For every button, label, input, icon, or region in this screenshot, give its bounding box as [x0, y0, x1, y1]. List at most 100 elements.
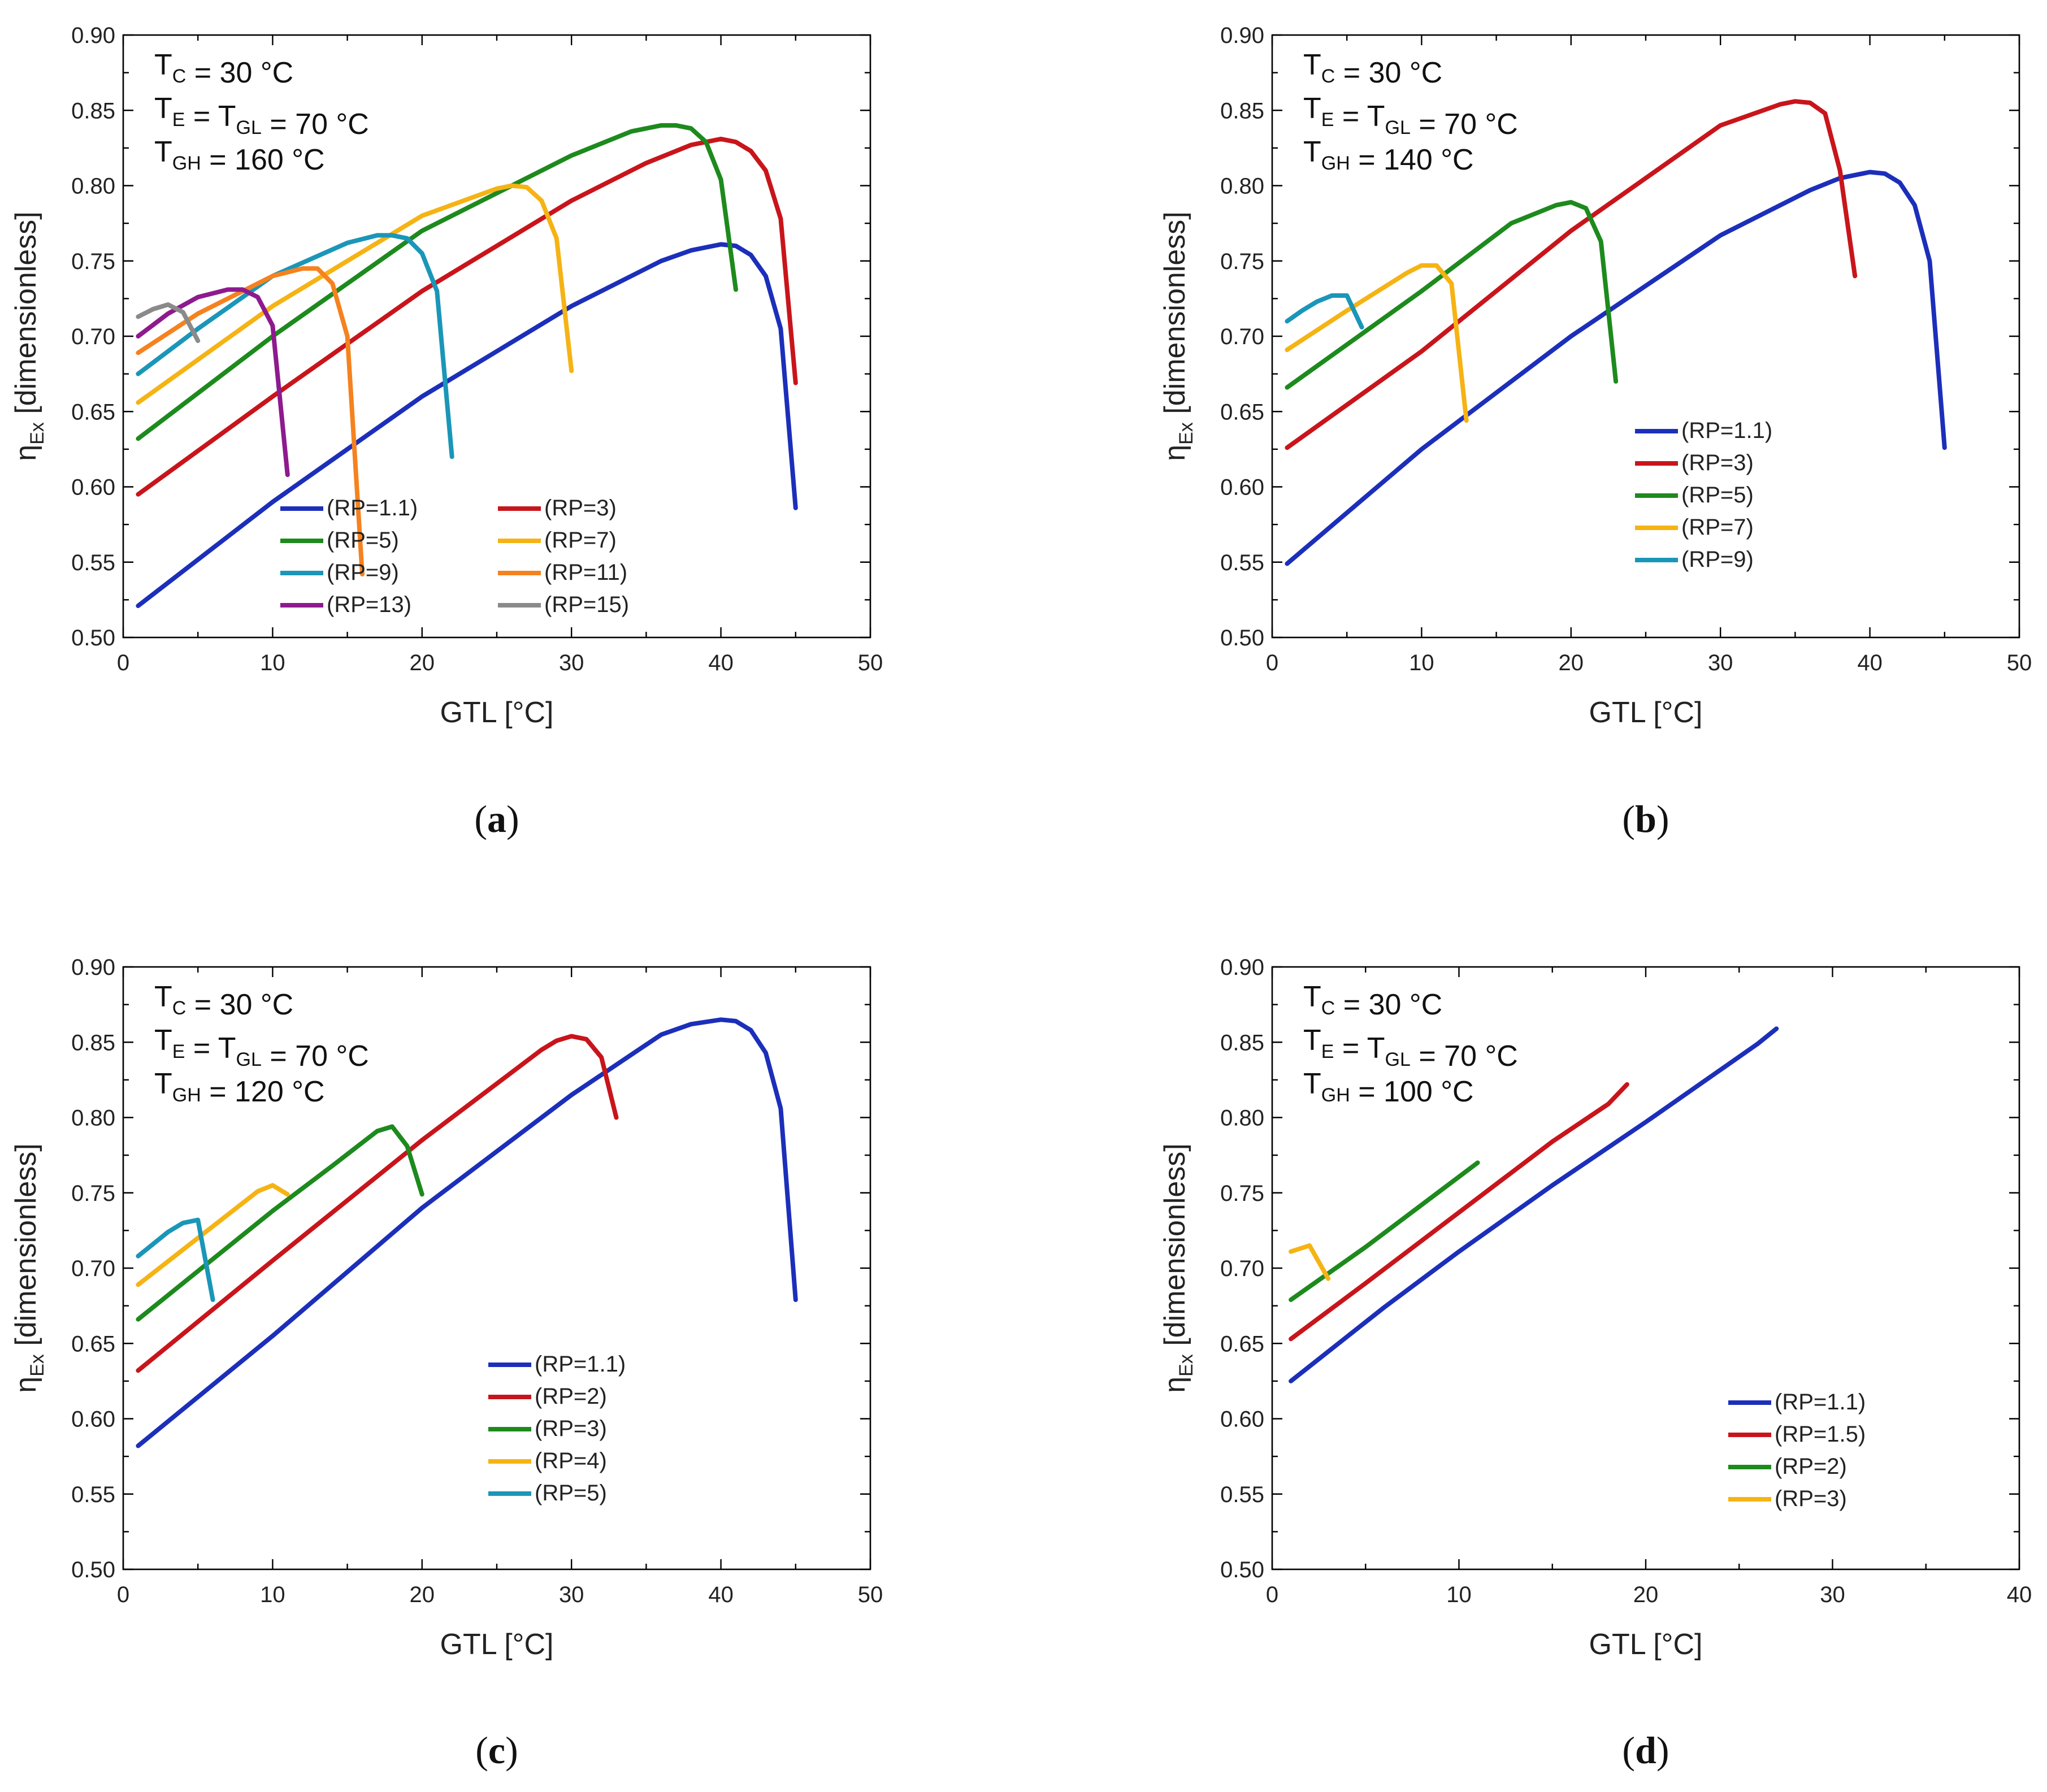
- y-tick-label: 0.60: [1220, 475, 1264, 500]
- series-line-rp5: [136, 123, 738, 441]
- condition-annotation: TGH = 140 °C: [1303, 136, 1474, 176]
- condition-annotation: TC = 30 °C: [154, 49, 293, 89]
- series-line-rp11: [136, 1017, 798, 1448]
- legend-label: (RP=15): [544, 592, 629, 617]
- legend-label: (RP=5): [327, 528, 399, 553]
- y-tick-label: 0.65: [1220, 400, 1264, 424]
- series-line-rp2: [1289, 1160, 1480, 1302]
- y-tick-label: 0.90: [71, 955, 115, 980]
- legend-label: (RP=9): [1681, 547, 1754, 572]
- y-tick-label: 0.90: [1220, 955, 1264, 980]
- condition-annotation: TGH = 120 °C: [154, 1068, 325, 1108]
- y-tick-label: 0.85: [1220, 98, 1264, 123]
- y-tick-label: 0.65: [1220, 1331, 1264, 1356]
- y-tick-label: 0.50: [71, 626, 115, 650]
- condition-annotation: TE = TGL = 70 °C: [1303, 92, 1518, 141]
- y-tick-label: 0.55: [1220, 550, 1264, 575]
- series-line-rp15: [1289, 1082, 1629, 1342]
- y-tick-label: 0.50: [71, 1557, 115, 1582]
- x-tick-label: 50: [858, 650, 883, 675]
- x-tick-label: 10: [260, 1582, 285, 1607]
- y-tick-label: 0.85: [71, 98, 115, 123]
- series-line-rp3: [1285, 99, 1858, 450]
- x-tick-label: 20: [1559, 650, 1584, 675]
- condition-annotation: TC = 30 °C: [154, 980, 293, 1021]
- y-tick-label: 0.75: [71, 249, 115, 274]
- legend-label: (RP=1.1): [327, 496, 418, 520]
- series-line-rp7: [1285, 263, 1469, 423]
- x-tick-label: 20: [410, 650, 435, 675]
- y-tick-label: 0.50: [1220, 1557, 1264, 1582]
- condition-annotation: TGH = 160 °C: [154, 136, 325, 176]
- legend-label: (RP=9): [327, 560, 399, 585]
- y-tick-label: 0.55: [1220, 1482, 1264, 1507]
- x-tick-label: 0: [1266, 1582, 1278, 1607]
- series-line-rp13: [136, 287, 290, 478]
- series-line-rp3: [136, 136, 798, 497]
- series-line-rp4: [136, 1183, 290, 1287]
- x-tick-label: 40: [708, 1582, 734, 1607]
- x-tick-label: 30: [1820, 1582, 1845, 1607]
- legend-label: (RP=4): [535, 1448, 607, 1473]
- x-tick-label: 30: [559, 650, 584, 675]
- x-axis-label: GTL [°C]: [1589, 1628, 1703, 1661]
- series-line-rp11: [136, 266, 365, 577]
- condition-annotation: TE = TGL = 70 °C: [154, 1024, 369, 1073]
- y-tick-label: 0.80: [71, 1106, 115, 1131]
- panel-d: 0 10 20 30 40 0.50 0.55 0.60 0.65 0.70 0.75 0.80 0.8…: [1159, 955, 2032, 1772]
- x-tick-label: 30: [1708, 650, 1733, 675]
- x-tick-label: 10: [1409, 650, 1434, 675]
- y-tick-label: 0.80: [1220, 1106, 1264, 1131]
- legend-label: (RP=7): [544, 528, 617, 553]
- series-line-rp9: [1285, 293, 1364, 329]
- y-tick-label: 0.80: [71, 174, 115, 199]
- legend-label: (RP=2): [1775, 1454, 1847, 1479]
- y-tick-label: 0.60: [1220, 1407, 1264, 1432]
- condition-annotation: TC = 30 °C: [1303, 980, 1442, 1021]
- x-axis-label: GTL [°C]: [440, 696, 554, 729]
- x-tick-label: 20: [1633, 1582, 1659, 1607]
- y-tick-label: 0.75: [1220, 1181, 1264, 1206]
- series-line-rp5: [136, 1217, 215, 1302]
- y-axis-label: ηEx [dimensionless]: [1159, 1143, 1197, 1392]
- series-line-rp3: [1289, 1243, 1331, 1281]
- condition-annotation: TGH = 100 °C: [1303, 1068, 1474, 1108]
- y-tick-label: 0.60: [71, 1407, 115, 1432]
- legend-label: (RP=3): [1681, 450, 1754, 475]
- y-tick-label: 0.70: [1220, 324, 1264, 349]
- x-axis-label: GTL [°C]: [440, 1628, 554, 1661]
- x-tick-label: 10: [1446, 1582, 1472, 1607]
- legend-label: (RP=1.1): [535, 1352, 626, 1377]
- x-tick-label: 0: [1266, 650, 1278, 675]
- x-tick-label: 50: [2007, 650, 2032, 675]
- series-line-rp15: [136, 302, 201, 343]
- y-tick-label: 0.85: [1220, 1030, 1264, 1055]
- panel-caption: (a): [474, 797, 519, 840]
- x-tick-label: 20: [410, 1582, 435, 1607]
- y-tick-label: 0.55: [71, 550, 115, 575]
- legend-label: (RP=7): [1681, 515, 1754, 540]
- y-tick-label: 0.65: [71, 1331, 115, 1356]
- x-tick-label: 10: [260, 650, 285, 675]
- y-axis-label: ηEx [dimensionless]: [10, 211, 48, 461]
- y-tick-label: 0.50: [1220, 626, 1264, 650]
- y-tick-label: 0.70: [71, 324, 115, 349]
- legend-label: (RP=2): [535, 1384, 607, 1409]
- legend-label: (RP=3): [544, 496, 617, 520]
- panel-caption: (d): [1622, 1729, 1669, 1772]
- y-tick-label: 0.60: [71, 475, 115, 500]
- series-line-rp11: [1289, 1026, 1779, 1383]
- series-line-rp11: [136, 242, 798, 608]
- y-tick-label: 0.70: [71, 1256, 115, 1281]
- panel-b: 0 10 20 30 40 50 0.50 0.55 0.60 0.65 0.70 0.75 0.80 0…: [1159, 23, 2032, 840]
- legend-label: (RP=1.1): [1775, 1390, 1866, 1414]
- y-axis-label: ηEx [dimensionless]: [10, 1143, 48, 1392]
- legend-label: (RP=1.5): [1775, 1422, 1866, 1447]
- x-tick-label: 0: [117, 1582, 129, 1607]
- legend-label: (RP=3): [535, 1416, 607, 1441]
- x-tick-label: 0: [117, 650, 129, 675]
- y-tick-label: 0.80: [1220, 174, 1264, 199]
- panel-caption: (b): [1622, 797, 1669, 840]
- y-tick-label: 0.90: [1220, 23, 1264, 48]
- condition-annotation: TE = TGL = 70 °C: [1303, 1024, 1518, 1073]
